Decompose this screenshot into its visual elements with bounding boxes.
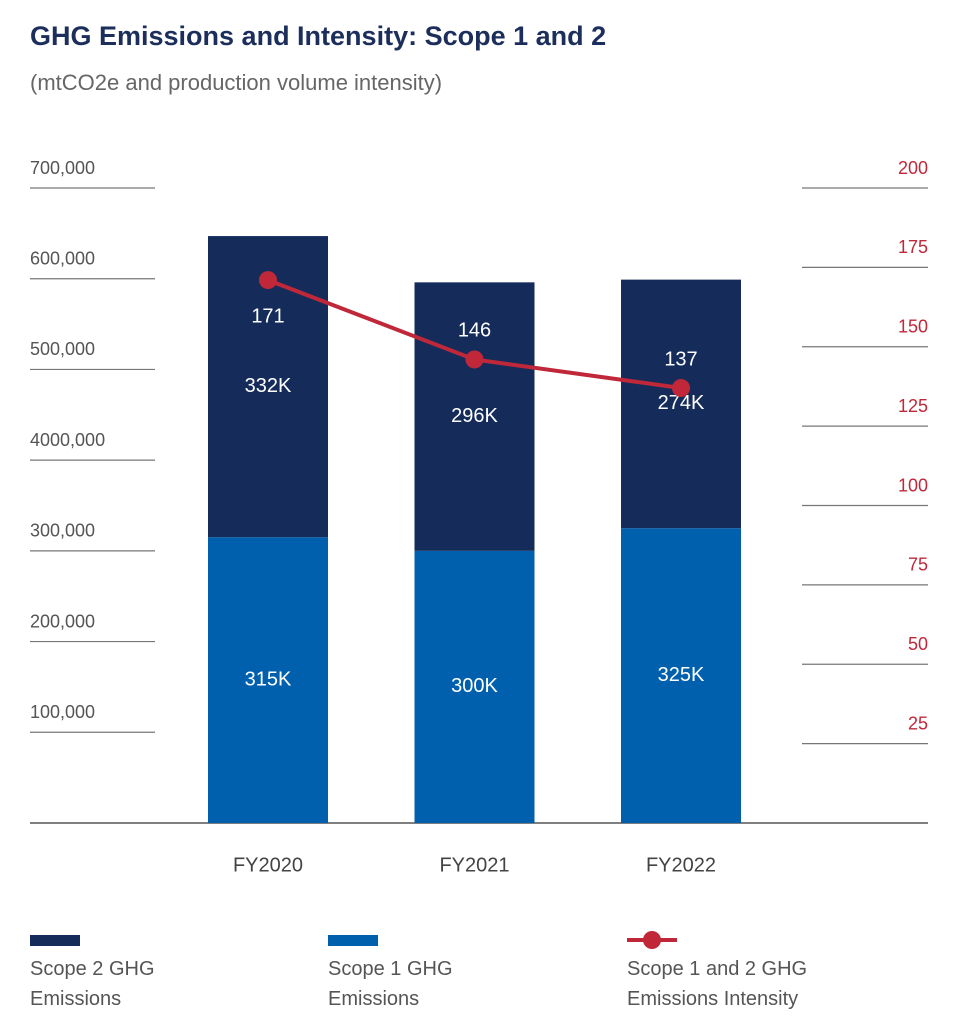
- y2-tick-label: 75: [908, 555, 928, 575]
- data-label: 296K: [451, 405, 498, 427]
- legend-label: Scope 2 GHG Emissions: [30, 958, 155, 1010]
- bar-segment: [621, 528, 741, 823]
- y2-tick-label: 100: [898, 475, 928, 495]
- x-tick-label: FY2021: [439, 854, 509, 876]
- data-label: 332K: [245, 375, 292, 397]
- line-point: [672, 379, 690, 398]
- bar-segment: [621, 279, 741, 529]
- line-data-label: 146: [458, 320, 491, 342]
- x-tick-label: FY2022: [646, 854, 716, 876]
- bar-segment: [414, 550, 535, 823]
- chart-title: GHG Emissions and Intensity: Scope 1 and…: [30, 21, 606, 51]
- y-tick-label: 600,000: [30, 248, 95, 268]
- bar-segment: [208, 537, 328, 823]
- legend-label: Scope 1 GHG Emissions: [328, 958, 453, 1010]
- data-label: 300K: [451, 675, 498, 697]
- y-tick-label: 100,000: [30, 702, 95, 722]
- data-label: 274K: [658, 392, 705, 414]
- line-data-label: 171: [251, 305, 284, 327]
- data-label: 325K: [658, 664, 705, 686]
- bar-segment: [414, 282, 535, 551]
- y2-tick-label: 200: [898, 158, 928, 178]
- x-tick-label: FY2020: [233, 854, 303, 876]
- y2-tick-label: 50: [908, 634, 928, 654]
- line-data-label: 137: [664, 348, 697, 370]
- y-tick-label: 500,000: [30, 339, 95, 359]
- line-point: [259, 271, 277, 290]
- y2-tick-label: 175: [898, 237, 928, 257]
- y-tick-label: 4000,000: [30, 430, 105, 450]
- chart-subtitle: (mtCO2e and production volume intensity): [30, 70, 442, 95]
- y2-tick-label: 150: [898, 317, 928, 337]
- legend-swatch: [328, 935, 378, 946]
- legend-label: Scope 1 and 2 GHG Emissions Intensity: [627, 958, 808, 1010]
- legend-swatch: [30, 935, 80, 946]
- y2-tick-label: 25: [908, 713, 928, 733]
- legend-swatch: [643, 931, 661, 949]
- y-tick-label: 200,000: [30, 611, 95, 631]
- data-label: 315K: [245, 668, 292, 690]
- y2-tick-label: 125: [898, 396, 928, 416]
- y-tick-label: 700,000: [30, 158, 95, 178]
- line-point: [465, 350, 484, 369]
- y-tick-label: 300,000: [30, 521, 95, 541]
